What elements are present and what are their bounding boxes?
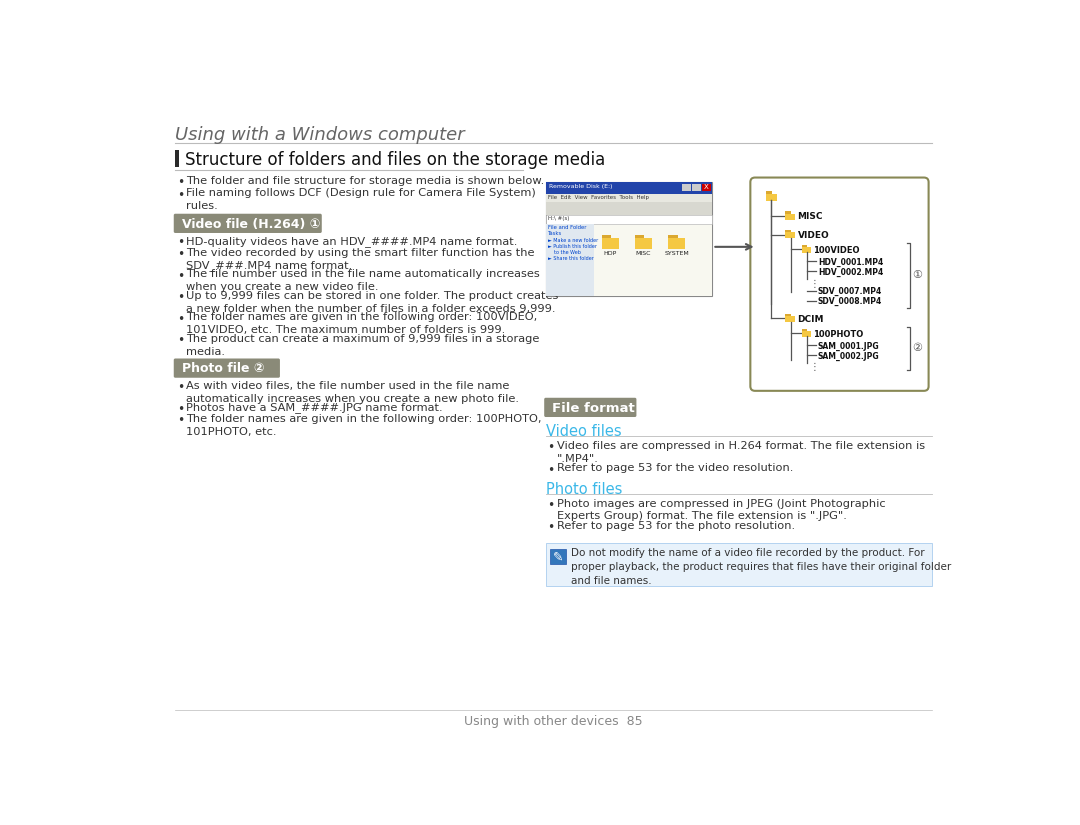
Bar [785, 214, 795, 220]
Text: SAM_0001.JPG: SAM_0001.JPG [818, 342, 879, 351]
Text: Photos have a SAM_####.JPG name format.: Photos have a SAM_####.JPG name format. [186, 403, 443, 413]
Bar [766, 191, 772, 195]
Text: •: • [177, 270, 184, 282]
Bar [785, 316, 795, 323]
Text: The folder names are given in the following order: 100PHOTO,
101PHOTO, etc.: The folder names are given in the follow… [186, 414, 542, 436]
Bar [802, 245, 807, 248]
Bar [692, 184, 701, 191]
Bar [766, 194, 777, 200]
Bar [802, 332, 811, 337]
Text: The video recorded by using the smart filter function has the
SDV_###.MP4 name f: The video recorded by using the smart fi… [186, 248, 535, 271]
Bar [785, 211, 791, 215]
Text: ► Make a new folder
► Publish this folder
    to the Web
► Share this folder: ► Make a new folder ► Publish this folde… [548, 238, 598, 262]
Text: •: • [548, 521, 554, 535]
Text: 100VIDEO: 100VIDEO [813, 246, 860, 255]
Text: File format: File format [552, 402, 635, 415]
Text: HDV_0001.MP4: HDV_0001.MP4 [818, 257, 883, 266]
Text: Up to 9,999 files can be stored in one folder. The product creates
a new folder : Up to 9,999 files can be stored in one f… [186, 290, 558, 314]
Text: SYSTEM: SYSTEM [664, 251, 689, 256]
Text: Photo file ②: Photo file ② [181, 362, 264, 375]
Text: H:\ #(s): H:\ #(s) [548, 216, 569, 221]
Text: •: • [177, 177, 184, 190]
Text: •: • [548, 464, 554, 477]
Bar [551, 549, 566, 564]
Text: •: • [177, 248, 184, 261]
FancyBboxPatch shape [174, 359, 280, 378]
Text: MISC: MISC [636, 251, 651, 256]
Text: •: • [177, 189, 184, 201]
Text: As with video files, the file number used in the file name
automatically increas: As with video files, the file number use… [186, 381, 519, 403]
Bar [175, 150, 179, 167]
Text: ✎: ✎ [553, 550, 564, 563]
Text: MISC: MISC [798, 212, 823, 221]
Bar [545, 224, 594, 296]
Text: •: • [177, 381, 184, 394]
Bar [635, 238, 652, 249]
Text: 100PHOTO: 100PHOTO [813, 330, 863, 339]
Bar [683, 184, 691, 191]
Text: Video files are compressed in H.264 format. The file extension is
".MP4".: Video files are compressed in H.264 form… [556, 441, 924, 464]
Text: ①: ① [913, 271, 922, 281]
FancyBboxPatch shape [544, 398, 636, 417]
Bar [545, 182, 713, 296]
Text: Refer to page 53 for the video resolution.: Refer to page 53 for the video resolutio… [556, 463, 793, 474]
Text: •: • [177, 334, 184, 347]
Bar [669, 238, 685, 249]
Bar [545, 182, 713, 194]
Text: Photo images are compressed in JPEG (Joint Photographic
Experts Group) format. T: Photo images are compressed in JPEG (Joi… [556, 498, 886, 521]
Bar [702, 184, 711, 191]
Bar [545, 224, 713, 296]
Bar [545, 202, 713, 215]
Bar [602, 234, 611, 239]
Bar [602, 238, 619, 249]
FancyBboxPatch shape [174, 214, 322, 233]
Bar [545, 543, 932, 586]
Bar [802, 248, 811, 253]
Text: File  Edit  View  Favorites  Tools  Help: File Edit View Favorites Tools Help [548, 195, 649, 200]
Text: •: • [548, 499, 554, 512]
Text: DCIM: DCIM [798, 314, 824, 323]
Bar [545, 215, 713, 224]
Text: Do not modify the name of a video file recorded by the product. For
proper playb: Do not modify the name of a video file r… [570, 548, 950, 586]
Text: Refer to page 53 for the photo resolution.: Refer to page 53 for the photo resolutio… [556, 521, 795, 531]
Text: Photo files: Photo files [545, 482, 622, 497]
Bar [785, 314, 791, 317]
Text: The product can create a maximum of 9,999 files in a storage
media.: The product can create a maximum of 9,99… [186, 334, 540, 356]
Text: ②: ② [913, 343, 922, 353]
Text: Video files: Video files [545, 424, 621, 439]
FancyBboxPatch shape [751, 177, 929, 391]
Text: SAM_0002.JPG: SAM_0002.JPG [818, 351, 879, 361]
Text: Removable Disk (E:): Removable Disk (E:) [549, 184, 612, 189]
Bar [669, 234, 677, 239]
Text: X: X [704, 185, 708, 191]
Bar [635, 234, 645, 239]
Text: Video file (H.264) ①: Video file (H.264) ① [181, 218, 320, 230]
Text: Using with a Windows computer: Using with a Windows computer [175, 126, 464, 144]
Text: The folder names are given in the following order: 100VIDEO,
101VIDEO, etc. The : The folder names are given in the follow… [186, 313, 538, 335]
Text: Using with other devices  85: Using with other devices 85 [464, 715, 643, 728]
Text: ⋮: ⋮ [809, 362, 819, 372]
Text: HDP: HDP [604, 251, 617, 256]
Text: VIDEO: VIDEO [798, 231, 829, 240]
Bar [545, 194, 713, 202]
Bar [802, 329, 807, 332]
Text: SDV_0007.MP4: SDV_0007.MP4 [818, 287, 882, 296]
Text: •: • [548, 441, 554, 455]
Text: •: • [177, 237, 184, 249]
Text: File naming follows DCF (Design rule for Camera File System)
rules.: File naming follows DCF (Design rule for… [186, 188, 536, 211]
Text: •: • [177, 313, 184, 326]
Bar [785, 232, 795, 238]
Text: •: • [177, 291, 184, 304]
Bar [785, 230, 791, 233]
Text: File and Folder
Tasks: File and Folder Tasks [548, 225, 586, 237]
Text: The folder and file structure for storage media is shown below.: The folder and file structure for storag… [186, 176, 544, 186]
Text: The file number used in the file name automatically increases
when you create a : The file number used in the file name au… [186, 269, 540, 292]
Text: Structure of folders and files on the storage media: Structure of folders and files on the st… [185, 151, 605, 168]
Text: •: • [177, 414, 184, 427]
Text: •: • [177, 403, 184, 416]
Text: ⋮: ⋮ [809, 279, 819, 290]
Text: HDV_0002.MP4: HDV_0002.MP4 [818, 267, 883, 276]
Text: HD-quality videos have an HDV_####.MP4 name format.: HD-quality videos have an HDV_####.MP4 n… [186, 236, 517, 247]
Text: SDV_0008.MP4: SDV_0008.MP4 [818, 297, 882, 306]
